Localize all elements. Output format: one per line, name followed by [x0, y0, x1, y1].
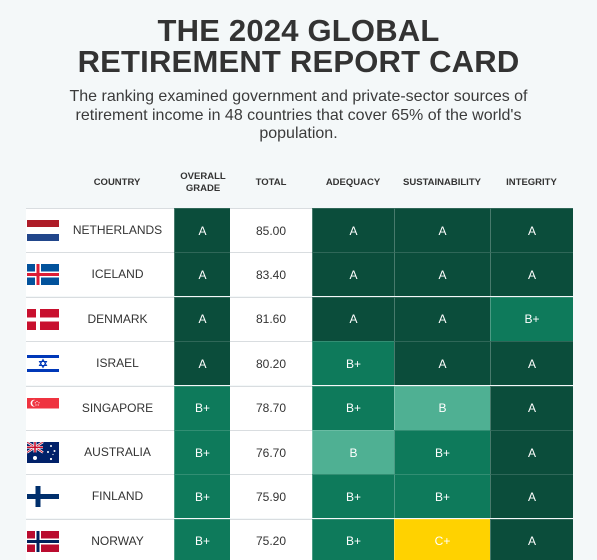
country-name: ISRAEL: [96, 356, 139, 371]
adequacy-cell: A: [312, 296, 394, 341]
table-row: AUSTRALIA B+ 76.70 B B+ A: [26, 430, 573, 474]
sustainability-cell: A: [394, 341, 490, 386]
header-integrity: INTEGRITY: [506, 177, 557, 188]
table-row: NORWAY B+ 75.20 B+ C+ A: [26, 518, 573, 560]
page-subtitle: The ranking examined government and priv…: [69, 88, 528, 142]
integrity-cell: B+: [490, 296, 573, 341]
total-cell: 83.40: [230, 252, 312, 297]
header-total: TOTAL: [255, 177, 287, 188]
sustainability-cell: B+: [394, 430, 490, 474]
total-cell: 80.20: [230, 341, 312, 386]
total-cell: 85.00: [230, 208, 312, 252]
sustainability-cell: B: [394, 385, 490, 430]
norway-flag-icon: [27, 530, 59, 552]
total-cell: 75.90: [230, 474, 312, 519]
header-adequacy: ADEQUACY: [325, 177, 381, 188]
sustainability-cell: A: [394, 252, 490, 297]
sustainability-cell: A: [394, 208, 490, 252]
sustainability-cell: A: [394, 296, 490, 341]
adequacy-cell: A: [312, 252, 394, 297]
overall-grade-cell: B+: [174, 474, 230, 519]
australia-flag-icon: [27, 442, 59, 463]
integrity-cell: A: [490, 518, 573, 560]
adequacy-cell: B: [312, 430, 394, 474]
overall-grade-cell: A: [174, 252, 230, 297]
header-sustainability: SUSTAINABILITY: [403, 177, 481, 188]
sustainability-cell: B+: [394, 474, 490, 519]
overall-grade-cell: B+: [174, 430, 230, 474]
integrity-cell: A: [490, 208, 573, 252]
total-cell: 76.70: [230, 430, 312, 474]
country-name: ICELAND: [91, 267, 144, 282]
header-country: COUNTRY: [93, 177, 141, 188]
country-name: NORWAY: [91, 533, 144, 548]
integrity-cell: A: [490, 430, 573, 474]
finland-flag-icon: [27, 486, 59, 508]
israel-flag-icon: [27, 353, 59, 375]
total-cell: 81.60: [230, 296, 312, 341]
adequacy-cell: B+: [312, 474, 394, 519]
country-name: FINLAND: [91, 489, 144, 504]
table-row: NETHERLANDS A 85.00 A A A: [26, 208, 573, 252]
table-row: DENMARK A 81.60 A A B+: [26, 296, 573, 341]
table-row: SINGAPORE B+ 78.70 B+ B A: [26, 385, 573, 430]
integrity-cell: A: [490, 252, 573, 297]
denmark-flag-icon: [27, 308, 59, 330]
overall-grade-cell: A: [174, 341, 230, 386]
total-cell: 78.70: [230, 385, 312, 430]
netherlands-flag-icon: [27, 220, 59, 241]
country-name: AUSTRALIA: [84, 445, 151, 459]
title-text: THE 2024 GLOBAL RETIREMENT REPORT CARD: [77, 13, 520, 79]
integrity-cell: A: [490, 474, 573, 519]
adequacy-cell: B+: [312, 385, 394, 430]
total-cell: 75.20: [230, 518, 312, 560]
iceland-flag-icon: [27, 264, 59, 286]
adequacy-cell: B+: [312, 518, 394, 560]
table-row: ICELAND A 83.40 A A A: [26, 252, 573, 297]
header-overall-grade: OVERALL GRADE: [180, 171, 226, 194]
overall-grade-cell: A: [174, 208, 230, 252]
adequacy-cell: B+: [312, 341, 394, 386]
adequacy-cell: A: [312, 208, 394, 252]
overall-grade-cell: A: [174, 296, 230, 341]
singapore-flag-icon: [27, 397, 59, 419]
page-title: THE 2024 GLOBAL RETIREMENT REPORT CARD: [0, 15, 597, 77]
country-name: SINGAPORE: [81, 400, 154, 415]
country-name: DENMARK: [87, 311, 148, 326]
table-row: FINLAND B+ 75.90 B+ B+ A: [26, 474, 573, 519]
table-row: ISRAEL A 80.20 B+ A A: [26, 341, 573, 386]
overall-grade-cell: B+: [174, 385, 230, 430]
country-name: NETHERLANDS: [72, 223, 163, 237]
sustainability-cell: C+: [394, 518, 490, 560]
integrity-cell: A: [490, 385, 573, 430]
overall-grade-cell: B+: [174, 518, 230, 560]
integrity-cell: A: [490, 341, 573, 386]
